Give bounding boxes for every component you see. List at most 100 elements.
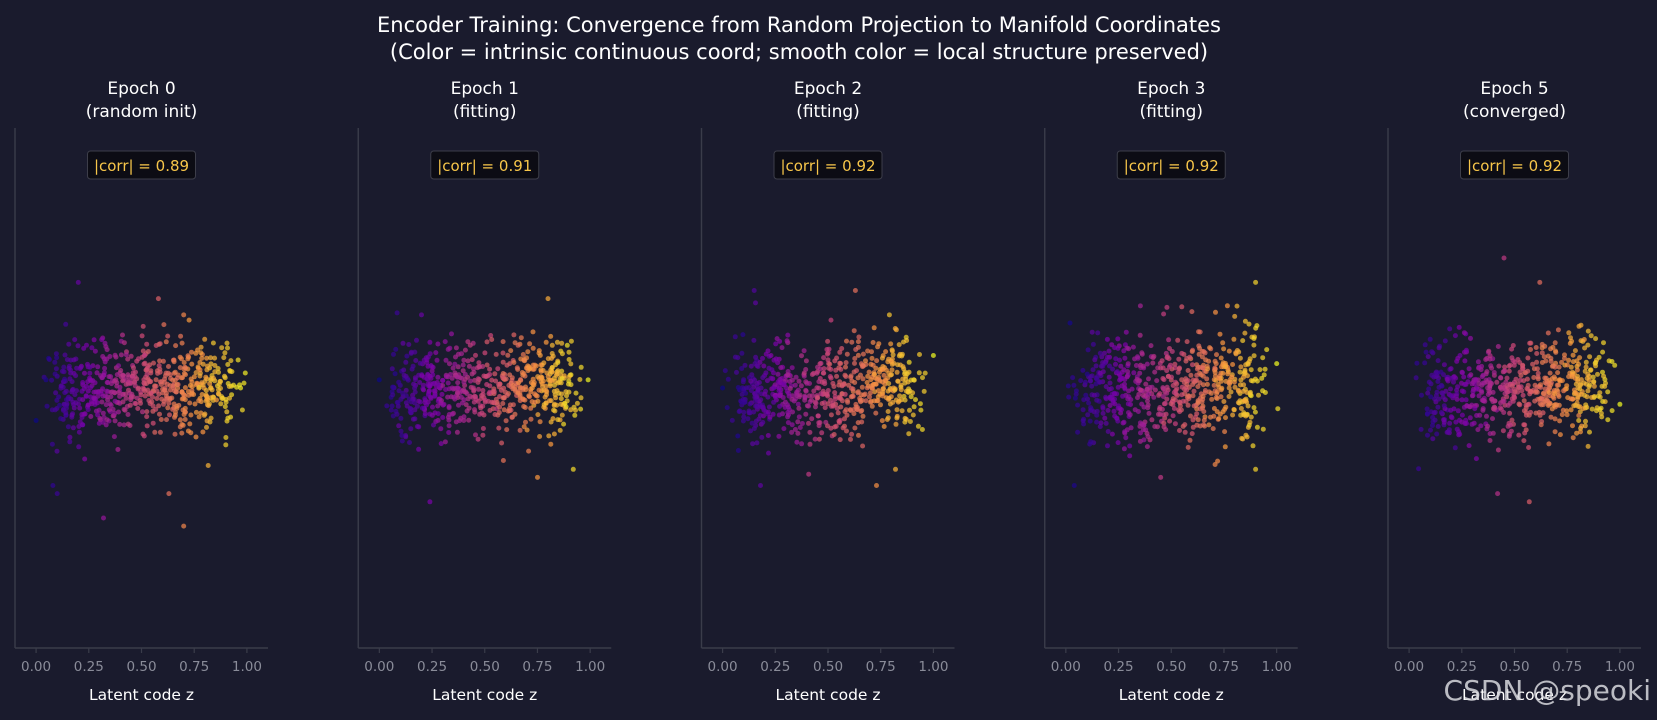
- scatter-point: [1609, 408, 1615, 414]
- scatter-point: [1171, 390, 1177, 395]
- corr-annotation: |corr| = 0.92: [780, 157, 875, 175]
- scatter-point: [1080, 407, 1086, 413]
- scatter-point: [1583, 364, 1589, 370]
- scatter-point: [1601, 340, 1606, 346]
- scatter-point: [404, 403, 410, 409]
- scatter-point: [466, 417, 472, 423]
- panel-title: Epoch 0: [107, 79, 175, 99]
- scatter-point: [1188, 372, 1194, 378]
- scatter-point: [57, 402, 63, 408]
- scatter-point: [1443, 388, 1449, 394]
- scatter-point: [870, 340, 876, 345]
- scatter-point: [123, 391, 129, 397]
- scatter-point: [856, 432, 861, 438]
- scatter-point: [1600, 369, 1605, 375]
- scatter-point: [869, 403, 875, 409]
- scatter-point: [545, 296, 551, 302]
- scatter-point: [465, 396, 471, 402]
- scatter-point: [529, 385, 535, 391]
- scatter-points: [720, 288, 936, 488]
- x-tick-label: 0.00: [1394, 659, 1424, 675]
- scatter-point: [872, 371, 877, 377]
- scatter-point: [1486, 348, 1492, 354]
- scatter-point: [751, 426, 757, 431]
- scatter-point: [165, 405, 171, 411]
- scatter-point: [435, 374, 441, 380]
- scatter-point: [129, 391, 135, 397]
- scatter-point: [185, 353, 191, 359]
- scatter-point: [67, 439, 73, 445]
- scatter-point: [419, 373, 425, 379]
- scatter-point: [1161, 420, 1167, 426]
- scatter-point: [745, 416, 751, 422]
- scatter-point: [558, 401, 564, 407]
- scatter-point: [1534, 359, 1540, 365]
- x-axis-label: Latent code z: [432, 686, 537, 704]
- scatter-point: [1115, 384, 1121, 390]
- scatter-point: [81, 345, 87, 351]
- scatter-point: [825, 388, 831, 393]
- scatter-point: [833, 423, 839, 429]
- scatter-point: [182, 385, 188, 391]
- scatter-point: [1419, 392, 1424, 398]
- scatter-point: [1492, 398, 1498, 404]
- x-tick-label: 0.25: [74, 659, 104, 675]
- scatter-point: [101, 515, 106, 521]
- scatter-point: [521, 404, 527, 409]
- scatter-point: [1109, 342, 1115, 348]
- scatter-point: [222, 404, 228, 410]
- scatter-point: [182, 392, 188, 398]
- scatter-point: [1502, 364, 1508, 370]
- scatter-point: [396, 388, 402, 394]
- scatter-point: [1508, 428, 1514, 434]
- scatter-point: [490, 389, 496, 395]
- scatter-point: [1447, 326, 1453, 332]
- scatter-point: [1090, 367, 1096, 373]
- scatter-point: [760, 419, 766, 425]
- scatter-point: [171, 357, 177, 363]
- scatter-point: [490, 400, 496, 406]
- scatter-point: [199, 355, 205, 361]
- scatter-point: [172, 431, 178, 437]
- scatter-point: [103, 422, 109, 428]
- scatter-point: [446, 430, 452, 435]
- scatter-point: [1455, 355, 1461, 361]
- scatter-point: [223, 399, 229, 405]
- scatter-point: [394, 411, 400, 417]
- scatter-point: [837, 349, 843, 355]
- scatter-point: [886, 381, 892, 386]
- scatter-point: [847, 407, 853, 413]
- scatter-point: [1223, 364, 1229, 370]
- scatter-point: [511, 360, 517, 365]
- scatter-point: [806, 393, 812, 399]
- scatter-point: [902, 397, 908, 403]
- scatter-point: [89, 401, 95, 407]
- scatter-point: [1559, 412, 1565, 418]
- scatter-point: [574, 400, 580, 406]
- scatter-point: [825, 401, 831, 407]
- scatter-point: [1222, 444, 1228, 450]
- scatter-point: [1426, 386, 1432, 392]
- scatter-point: [1609, 359, 1615, 364]
- scatter-point: [222, 373, 227, 379]
- scatter-point: [1564, 412, 1570, 418]
- scatter-point: [480, 391, 486, 397]
- scatter-point: [892, 326, 898, 331]
- scatter-point: [1428, 427, 1433, 433]
- scatter-point: [235, 357, 241, 363]
- scatter-point: [100, 410, 106, 416]
- scatter-point: [1512, 387, 1517, 392]
- scatter-point: [142, 393, 148, 399]
- x-tick-label: 0.50: [126, 659, 156, 675]
- x-tick-label: 0.00: [1051, 659, 1081, 675]
- scatter-point: [1554, 387, 1560, 393]
- scatter-point: [1570, 435, 1576, 441]
- scatter-point: [1414, 360, 1420, 366]
- scatter-point: [228, 358, 234, 364]
- scatter-point: [1521, 422, 1527, 428]
- scatter-point: [1605, 417, 1611, 423]
- scatter-point: [894, 415, 900, 421]
- scatter-point: [1250, 443, 1256, 449]
- scatter-point: [1097, 424, 1103, 430]
- scatter-point: [91, 396, 97, 401]
